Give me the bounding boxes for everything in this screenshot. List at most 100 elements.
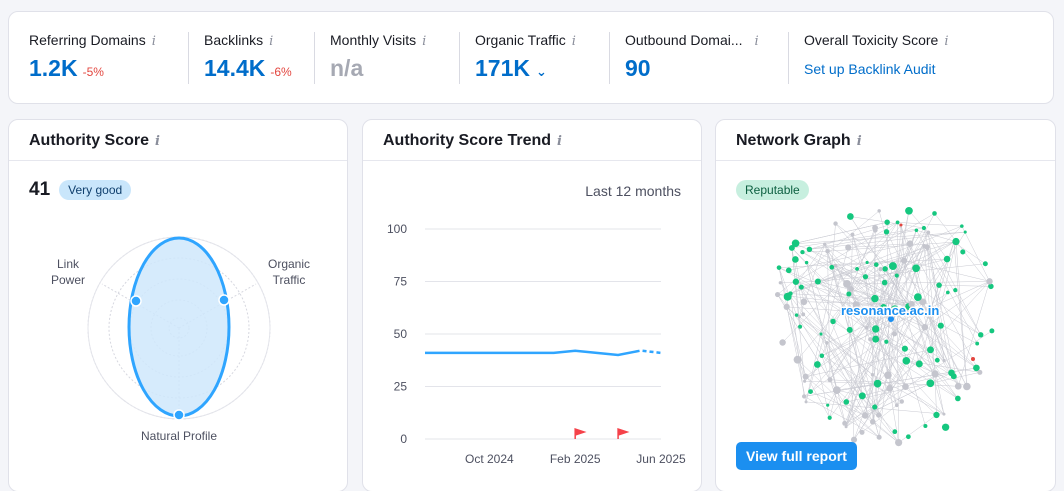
graph-edge	[926, 247, 952, 373]
graph-node	[833, 263, 838, 268]
graph-node	[845, 244, 852, 251]
graph-node	[830, 318, 836, 325]
graph-node	[884, 219, 890, 225]
info-icon[interactable]: i	[571, 34, 576, 49]
graph-edge	[886, 231, 968, 387]
graph-node	[804, 400, 808, 404]
metric-value[interactable]: 171K	[475, 55, 530, 81]
x-tick-label: Jun 2025	[636, 452, 686, 466]
metric-value: n/a	[330, 55, 364, 81]
info-icon[interactable]: i	[269, 34, 274, 49]
y-tick-label: 0	[400, 432, 407, 446]
graph-edge	[817, 246, 928, 282]
graph-edge	[794, 243, 858, 270]
metric-value[interactable]: 1.2K	[29, 55, 78, 81]
chevron-down-icon[interactable]: ⌄	[535, 64, 547, 79]
graph-edge	[919, 242, 955, 364]
graph-node	[923, 423, 928, 429]
metric-backlinks[interactable]: Backlinks i 14.4K -6%	[204, 32, 292, 88]
graph-edge	[852, 234, 906, 387]
graph-node	[948, 369, 955, 377]
graph-edge	[846, 283, 876, 340]
metric-label: Referring Domains	[29, 32, 146, 48]
view-full-report-button[interactable]: View full report	[736, 442, 857, 470]
metric-referring-domains[interactable]: Referring Domains i 1.2K -5%	[29, 32, 156, 88]
period-selector[interactable]: Last 12 months	[585, 183, 681, 199]
metric-label: Outbound Domai...	[625, 32, 743, 48]
graph-node	[832, 386, 841, 395]
info-icon[interactable]: i	[155, 134, 160, 149]
graph-edge	[836, 389, 863, 397]
graph-node	[932, 211, 937, 216]
graph-edge	[804, 367, 977, 397]
graph-edge	[824, 244, 936, 375]
graph-edge	[832, 222, 898, 322]
graph-node	[934, 357, 940, 363]
graph-node	[933, 411, 940, 419]
graph-node	[776, 265, 782, 270]
graph-edge	[829, 390, 838, 418]
graph-edge	[836, 383, 878, 391]
graph-node	[843, 279, 852, 288]
radar-point-organic-traffic[interactable]	[218, 294, 230, 306]
radar-label: Power	[51, 273, 85, 287]
y-tick-label: 25	[394, 380, 408, 394]
graph-node	[881, 279, 888, 286]
y-tick-label: 50	[394, 327, 408, 341]
info-icon[interactable]: i	[422, 34, 427, 49]
graph-node	[937, 322, 944, 329]
graph-edge	[881, 213, 935, 314]
graph-node	[936, 282, 942, 288]
graph-node	[988, 283, 994, 290]
graph-node	[783, 303, 790, 310]
graph-node	[829, 264, 835, 270]
graph-edge	[777, 294, 899, 443]
metric-value[interactable]: 14.4K	[204, 55, 266, 81]
graph-edge	[853, 292, 949, 440]
graph-node	[872, 325, 880, 333]
info-icon[interactable]: i	[944, 34, 949, 49]
graph-node	[919, 298, 927, 306]
graph-node	[850, 232, 855, 237]
graph-edge	[953, 242, 968, 387]
divider	[788, 32, 789, 84]
graph-edge	[915, 268, 945, 361]
graph-node	[855, 266, 859, 271]
graph-node	[915, 360, 923, 368]
backlink-audit-link[interactable]: Set up Backlink Audit	[804, 61, 936, 77]
radar-point-link-power[interactable]	[130, 295, 142, 307]
info-icon[interactable]: i	[557, 134, 562, 149]
graph-node	[792, 241, 797, 247]
graph-node	[792, 278, 800, 285]
metric-outbound-domains[interactable]: Outbound Domai... i 90	[625, 32, 759, 88]
metric-label: Backlinks	[204, 32, 264, 48]
graph-edge	[844, 232, 929, 424]
graph-edge	[846, 283, 855, 440]
info-icon[interactable]: i	[151, 34, 156, 49]
metric-monthly-visits[interactable]: Monthly Visits i n/a	[330, 32, 426, 88]
graph-node	[803, 379, 807, 383]
graph-edge	[790, 293, 805, 397]
graph-node	[804, 260, 809, 265]
graph-node	[800, 249, 805, 255]
graph-node	[833, 221, 838, 226]
info-icon[interactable]: i	[856, 134, 862, 149]
metric-organic-traffic[interactable]: Organic Traffic i 171K ⌄	[475, 32, 576, 88]
graph-node	[908, 301, 915, 308]
graph-edge	[797, 264, 877, 360]
graph-edge	[791, 227, 924, 249]
graph-edge	[778, 267, 806, 377]
radar-chart: Link Power Organic Traffic Natural Profi…	[51, 236, 310, 443]
network-graph[interactable]: resonance.ac.in	[716, 205, 1056, 455]
radar-point-natural-profile[interactable]	[173, 409, 185, 421]
graph-node	[872, 335, 880, 343]
graph-node	[899, 223, 903, 227]
graph-edge	[786, 306, 805, 382]
metric-value[interactable]: 90	[625, 55, 651, 81]
graph-node	[978, 332, 984, 338]
trend-line-series	[425, 349, 640, 357]
info-icon[interactable]: i	[754, 34, 759, 49]
graph-edge	[924, 285, 940, 328]
trend-line-chart: 100 75 50 25 0 Oct 2024 Feb 2025 Jun 2025	[387, 222, 686, 466]
graph-node	[989, 328, 995, 334]
